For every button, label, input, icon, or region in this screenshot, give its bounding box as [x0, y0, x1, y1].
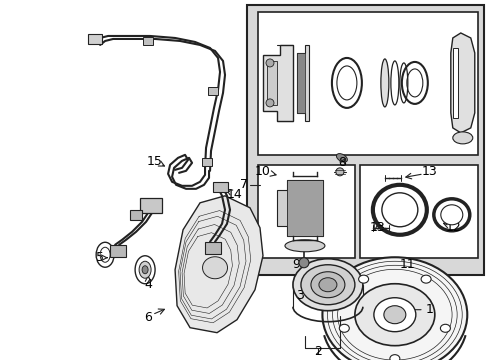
Text: 9: 9 — [291, 258, 299, 271]
Ellipse shape — [381, 193, 417, 227]
Text: 13: 13 — [421, 165, 437, 178]
Ellipse shape — [292, 259, 362, 311]
Bar — [359, 165, 477, 258]
Ellipse shape — [440, 205, 462, 225]
Text: 1: 1 — [425, 303, 433, 316]
Polygon shape — [296, 45, 308, 121]
Text: 6: 6 — [144, 311, 152, 324]
Ellipse shape — [322, 257, 467, 360]
Bar — [213, 182, 227, 192]
Bar — [140, 198, 162, 213]
Text: 5: 5 — [96, 251, 104, 264]
Text: 4: 4 — [144, 278, 152, 291]
Polygon shape — [276, 180, 322, 236]
Ellipse shape — [318, 278, 336, 292]
Text: 12: 12 — [445, 221, 461, 234]
Circle shape — [265, 59, 273, 67]
Ellipse shape — [440, 324, 449, 332]
Ellipse shape — [389, 355, 399, 360]
Text: 13: 13 — [369, 221, 385, 234]
Polygon shape — [450, 33, 474, 133]
Bar — [207, 87, 218, 95]
Ellipse shape — [310, 272, 344, 298]
Ellipse shape — [452, 132, 472, 144]
Bar — [246, 5, 483, 275]
Bar — [110, 245, 126, 257]
Ellipse shape — [383, 306, 405, 324]
Bar — [204, 242, 221, 254]
Ellipse shape — [339, 324, 348, 332]
Polygon shape — [296, 53, 305, 113]
Bar — [258, 12, 477, 155]
Bar — [258, 165, 354, 258]
Circle shape — [335, 168, 343, 176]
Ellipse shape — [358, 275, 368, 283]
Bar — [88, 34, 102, 44]
Ellipse shape — [285, 240, 324, 252]
Ellipse shape — [380, 59, 388, 107]
Text: 3: 3 — [295, 289, 303, 302]
Ellipse shape — [336, 154, 346, 162]
Circle shape — [265, 99, 273, 107]
Ellipse shape — [373, 298, 415, 332]
Ellipse shape — [202, 257, 227, 279]
Text: 11: 11 — [399, 258, 415, 271]
Bar — [202, 158, 212, 166]
Ellipse shape — [135, 256, 155, 284]
Bar — [130, 210, 142, 220]
Text: 10: 10 — [255, 165, 270, 178]
Ellipse shape — [96, 242, 114, 267]
Text: 7: 7 — [240, 178, 247, 191]
Ellipse shape — [420, 275, 430, 283]
Polygon shape — [452, 48, 457, 118]
Polygon shape — [175, 196, 263, 333]
Text: 2: 2 — [313, 345, 321, 358]
Polygon shape — [286, 180, 322, 236]
Ellipse shape — [142, 266, 148, 274]
Polygon shape — [266, 61, 276, 105]
Text: 15: 15 — [147, 156, 163, 168]
Polygon shape — [263, 45, 292, 121]
Bar — [143, 37, 153, 45]
Text: 8: 8 — [337, 156, 345, 169]
Circle shape — [298, 258, 308, 268]
Ellipse shape — [300, 265, 354, 305]
Ellipse shape — [139, 261, 151, 278]
Text: 14: 14 — [226, 188, 243, 201]
Ellipse shape — [354, 284, 434, 346]
